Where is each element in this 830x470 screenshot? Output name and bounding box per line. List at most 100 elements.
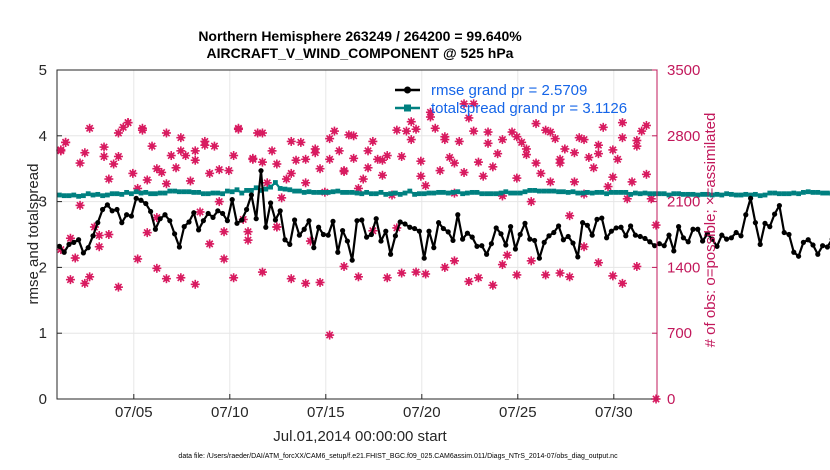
obs-assimilated-marker [152, 263, 162, 273]
obs-marker-core [432, 125, 438, 131]
rmse-point [416, 228, 422, 234]
obs-assimilated-marker [382, 273, 392, 283]
obs-assimilated-marker [593, 258, 603, 268]
totalspread-point [733, 192, 739, 198]
y-left-tick-label: 0 [39, 391, 47, 408]
totalspread-point [791, 190, 797, 196]
obs-possible-marker [545, 177, 555, 187]
y-right-tick-label: 0 [667, 391, 675, 408]
obs-marker-core [274, 224, 280, 230]
legend-spread-label: totalspread grand pr = 3.1126 [431, 100, 627, 117]
totalspread-point [119, 191, 125, 197]
obs-possible-marker [617, 133, 627, 143]
obs-possible-marker [526, 197, 536, 207]
rmse-point [772, 211, 778, 217]
rmse-point [133, 195, 139, 201]
obs-marker-core [288, 138, 294, 145]
obs-possible-marker [99, 142, 109, 152]
obs-possible-marker [459, 167, 469, 177]
rmse-point [253, 216, 259, 222]
obs-possible-marker [205, 168, 215, 178]
obs-marker-core [245, 237, 251, 243]
rmse-point [436, 220, 442, 226]
totalspread-point [201, 191, 206, 197]
rmse-point [229, 197, 235, 203]
rmse-point [714, 243, 720, 249]
obs-assimilated-marker [229, 273, 239, 283]
obs-marker-core [567, 213, 573, 219]
obs-assimilated-marker [565, 272, 575, 282]
obs-marker-core [192, 157, 198, 163]
totalspread-point [484, 191, 489, 197]
rmse-point [824, 244, 830, 250]
obs-marker-core [643, 122, 650, 129]
obs-marker-core [639, 128, 645, 134]
y-left-tick-label: 3 [39, 194, 47, 211]
obs-assimilated-marker [325, 134, 335, 144]
obs-marker-core [293, 157, 299, 163]
obs-marker-core [600, 124, 606, 130]
obs-marker-core [58, 147, 64, 153]
totalspread-point [460, 191, 465, 197]
obs-marker-core [163, 181, 170, 187]
totalspread-point [580, 190, 585, 196]
rmse-point [71, 239, 77, 245]
totalspread-point [287, 187, 293, 193]
obs-assimilated-marker [65, 275, 75, 285]
obs-marker-core [571, 150, 578, 156]
obs-possible-marker [565, 211, 575, 221]
obs-marker-core [547, 129, 554, 135]
x-tick-label: 07/30 [595, 404, 633, 421]
obs-assimilated-marker [286, 136, 296, 146]
y-right-tick-label: 2800 [667, 128, 700, 145]
obs-assimilated-marker [176, 146, 186, 156]
totalspread-point [426, 190, 432, 196]
totalspread-point [633, 190, 638, 196]
obs-possible-marker [185, 176, 195, 186]
obs-marker-core [427, 114, 434, 120]
rmse-point [541, 239, 547, 245]
legend-spread-marker [404, 104, 411, 112]
obs-marker-core [595, 260, 602, 266]
rmse-point [258, 168, 264, 174]
obs-marker-core [514, 272, 520, 278]
obs-assimilated-marker [425, 112, 435, 122]
obs-marker-core [495, 151, 501, 157]
obs-assimilated-marker [113, 128, 123, 138]
obs-marker-core [418, 173, 424, 179]
totalspread-point [210, 190, 216, 196]
obs-marker-core [226, 167, 232, 174]
rmse-point [565, 233, 571, 240]
rmse-point [642, 235, 648, 242]
totalspread-point [373, 191, 379, 197]
obs-possible-marker [416, 171, 426, 181]
obs-assimilated-marker [579, 135, 589, 145]
obs-marker-core [403, 128, 410, 134]
obs-marker-core [504, 252, 510, 258]
obs-assimilated-marker [555, 268, 565, 278]
obs-assimilated-marker [123, 118, 133, 128]
totalspread-point [301, 189, 307, 195]
rmse-point [551, 229, 557, 236]
rmse-point [402, 221, 408, 227]
totalspread-point [748, 192, 753, 198]
obs-possible-marker [157, 167, 167, 177]
obs-possible-marker [104, 174, 114, 184]
totalspread-point [57, 192, 62, 198]
obs-assimilated-marker [363, 146, 373, 156]
totalspread-point [796, 191, 801, 197]
obs-assimilated-marker [133, 254, 143, 264]
obs-marker-core [130, 170, 136, 176]
obs-marker-core [341, 167, 347, 174]
obs-possible-marker [195, 207, 205, 217]
rmse-point [239, 217, 245, 223]
rmse-point [397, 219, 403, 225]
obs-marker-core [106, 176, 112, 182]
obs-marker-core [610, 273, 616, 279]
totalspread-point [493, 191, 499, 197]
obs-marker-core [202, 138, 208, 145]
obs-assimilated-marker [272, 222, 282, 232]
obs-assimilated-marker [545, 127, 555, 137]
obs-possible-marker [435, 166, 445, 176]
obs-marker-core [519, 139, 525, 145]
